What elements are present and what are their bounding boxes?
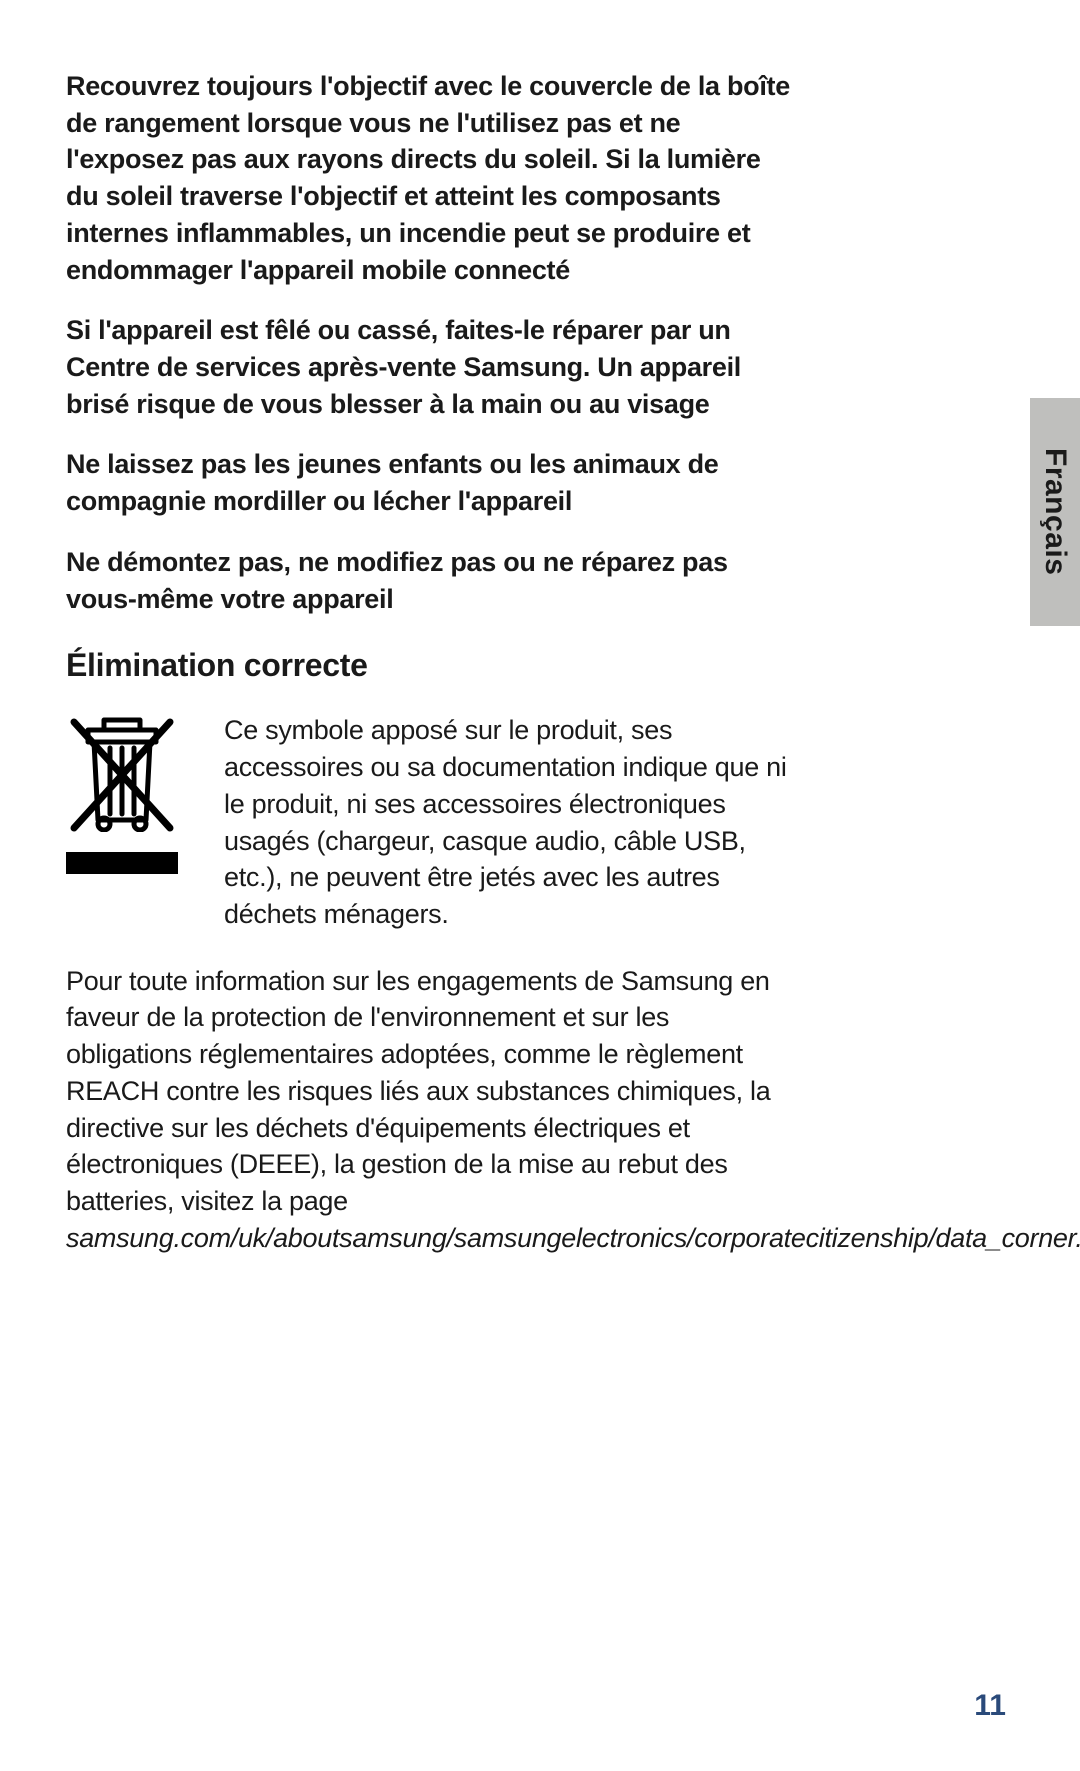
page-content: Recouvrez toujours l'objectif avec le co… bbox=[66, 68, 796, 1256]
disposal-footer-regular: Pour toute information sur les engagemen… bbox=[66, 966, 770, 1216]
weee-bar-icon bbox=[66, 852, 178, 874]
disposal-intro-text: Ce symbole apposé sur le produit, ses ac… bbox=[224, 712, 796, 932]
page-number: 11 bbox=[974, 1689, 1006, 1723]
disposal-footer-text: Pour toute information sur les engagemen… bbox=[66, 963, 796, 1257]
warning-children-pets: Ne laissez pas les jeunes enfants ou les… bbox=[66, 446, 796, 519]
weee-crossed-bin-icon bbox=[66, 712, 178, 832]
warning-do-not-disassemble: Ne démontez pas, ne modifiez pas ou ne r… bbox=[66, 544, 796, 617]
disposal-section-title: Élimination correcte bbox=[66, 647, 796, 684]
language-tab-label: Français bbox=[1038, 448, 1072, 575]
disposal-row: Ce symbole apposé sur le produit, ses ac… bbox=[66, 712, 796, 932]
manual-page: Recouvrez toujours l'objectif avec le co… bbox=[0, 0, 1080, 1771]
weee-symbol bbox=[66, 712, 178, 874]
language-tab: Français bbox=[1030, 398, 1080, 626]
disposal-footer-url: samsung.com/uk/aboutsamsung/samsungelect… bbox=[66, 1223, 1080, 1253]
warning-objective-cover: Recouvrez toujours l'objectif avec le co… bbox=[66, 68, 796, 288]
warning-cracked-device: Si l'appareil est fêlé ou cassé, faites-… bbox=[66, 312, 796, 422]
